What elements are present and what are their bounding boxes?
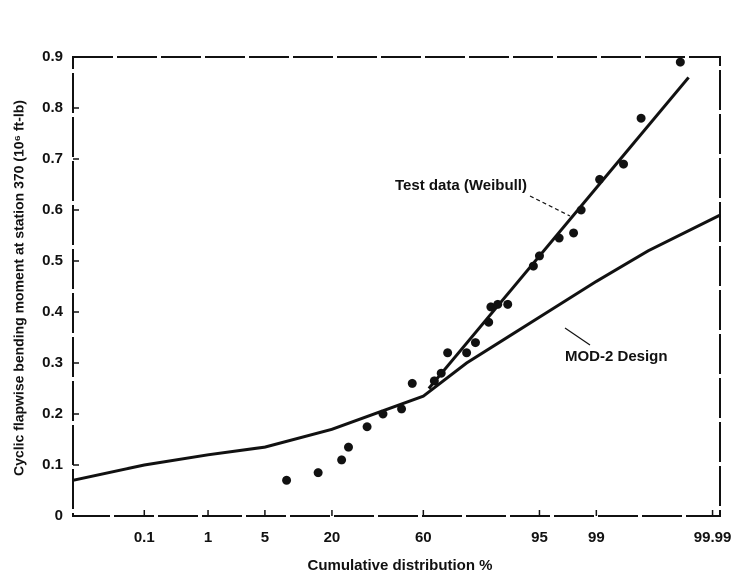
x-tick-label: 95 xyxy=(531,529,548,546)
y-tick-label: 0.7 xyxy=(42,150,63,167)
data-point xyxy=(554,233,564,243)
x-tick-label: 99 xyxy=(588,529,605,546)
line xyxy=(427,76,690,390)
data-point xyxy=(343,442,353,452)
x-tick-label: 5 xyxy=(261,529,269,546)
annotation: Test data (Weibull) xyxy=(395,177,527,194)
data-point xyxy=(462,348,472,358)
y-tick-label: 0.9 xyxy=(42,48,63,65)
x-tick-label: 99.99 xyxy=(694,529,732,546)
data-point xyxy=(493,299,503,309)
data-point xyxy=(337,455,347,465)
data-point xyxy=(443,348,453,358)
y-tick-label: 0.1 xyxy=(42,456,63,473)
data-point xyxy=(429,376,439,386)
line xyxy=(72,213,721,482)
data-point xyxy=(313,468,323,478)
y-tick-label: 0.8 xyxy=(42,99,63,116)
y-tick-label: 0.3 xyxy=(42,354,63,371)
y-axis-label: Cyclic flapwise bending moment at statio… xyxy=(11,100,27,476)
y-tick-label: 0.4 xyxy=(42,303,64,320)
x-tick-label: 60 xyxy=(415,529,432,546)
data-point xyxy=(397,404,407,414)
y-tick-label: 0.2 xyxy=(42,405,63,422)
x-tick-label: 0.1 xyxy=(134,529,155,546)
data-point xyxy=(569,228,579,238)
data-point xyxy=(470,338,480,348)
data-point xyxy=(595,174,605,184)
data-point xyxy=(576,205,586,215)
x-axis-label: Cumulative distribution % xyxy=(307,557,492,574)
annotation-arrow xyxy=(529,195,571,217)
y-tick-label: 0.6 xyxy=(42,201,63,218)
data-point xyxy=(378,409,388,419)
data-point xyxy=(675,57,685,67)
y-tick-label: 0.5 xyxy=(42,252,63,269)
data-point xyxy=(436,368,446,378)
data-point xyxy=(486,302,496,312)
data-point xyxy=(619,159,629,169)
data-point xyxy=(528,261,538,271)
data-point xyxy=(534,251,544,261)
plot-frame xyxy=(72,56,721,517)
data-point xyxy=(362,422,372,432)
x-tick-label: 20 xyxy=(324,529,341,546)
annotation: MOD-2 Design xyxy=(565,348,668,365)
data-point xyxy=(282,475,292,485)
data-point xyxy=(407,378,417,388)
x-tick-label: 1 xyxy=(204,529,212,546)
data-point xyxy=(503,299,513,309)
annotation-arrow xyxy=(564,327,591,346)
data-point xyxy=(636,113,646,123)
y-tick-label: 0 xyxy=(55,507,63,524)
data-point xyxy=(484,317,494,327)
